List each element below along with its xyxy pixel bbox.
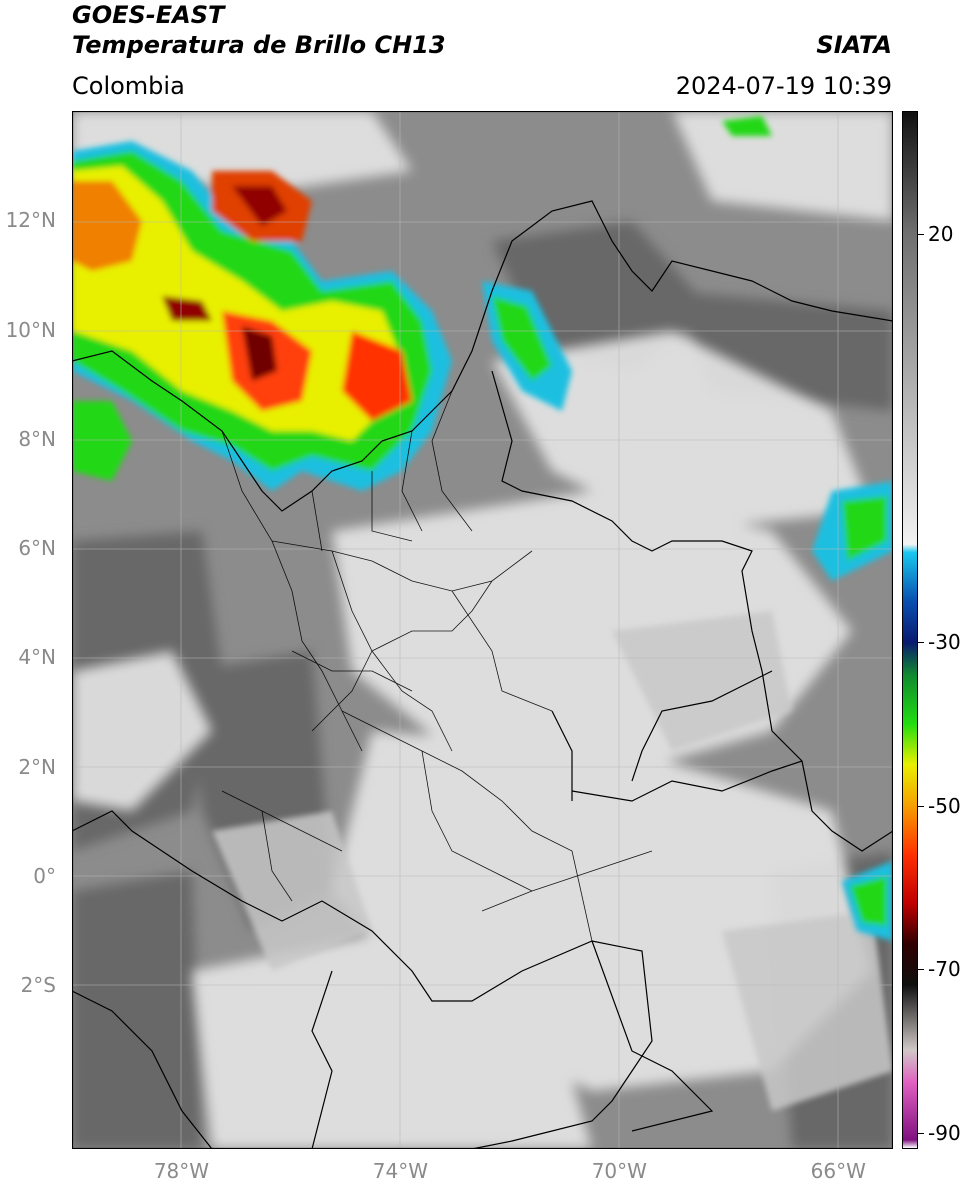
organization-label: SIATA xyxy=(816,31,892,59)
department-borders xyxy=(221,390,653,942)
colorbar-tick-label: 20 xyxy=(928,221,954,246)
lat-tick-label: 0° xyxy=(33,863,56,888)
colorbar-tick-label: -50 xyxy=(928,793,961,818)
lat-tick-label: 2°N xyxy=(18,754,56,779)
figure-title: GOES-EAST Temperatura de Brillo CH13 xyxy=(72,0,446,60)
satellite-name: GOES-EAST xyxy=(72,1,225,29)
colorbar-tick-label: -70 xyxy=(928,957,961,982)
lat-tick-label: 6°N xyxy=(18,536,56,561)
colorbar-tick-mark xyxy=(918,805,924,807)
lat-tick-label: 10°N xyxy=(5,317,56,342)
satellite-map[interactable] xyxy=(72,111,893,1149)
bright-clouds xyxy=(72,111,893,1149)
colorbar-tick-mark xyxy=(918,233,924,235)
lon-tick-label: 74°W xyxy=(372,1159,429,1183)
convective-storms xyxy=(72,116,893,941)
product-name: Temperatura de Brillo CH13 xyxy=(72,31,446,59)
colorbar-tick-label: -30 xyxy=(928,630,961,655)
lon-tick-label: 78°W xyxy=(153,1159,210,1183)
lat-tick-label: 8°N xyxy=(18,426,56,451)
colorbar-tick-mark xyxy=(918,969,924,971)
lon-tick-label: 70°W xyxy=(591,1159,647,1183)
lon-tick-label: 66°W xyxy=(810,1159,866,1183)
datetime-label: 2024-07-19 10:39 xyxy=(675,72,892,100)
medium-clouds xyxy=(212,611,893,1111)
colorbar-tick-mark xyxy=(918,642,924,644)
colorbar xyxy=(902,111,918,1149)
region-label: Colombia xyxy=(72,72,185,100)
lat-tick-label: 12°N xyxy=(5,208,56,233)
lat-tick-label: 4°N xyxy=(18,645,56,670)
gridlines xyxy=(72,111,893,1149)
colorbar-tick-mark xyxy=(918,1132,924,1134)
colorbar-tick-label: -90 xyxy=(928,1120,961,1145)
lat-tick-label: 2°S xyxy=(20,973,56,998)
